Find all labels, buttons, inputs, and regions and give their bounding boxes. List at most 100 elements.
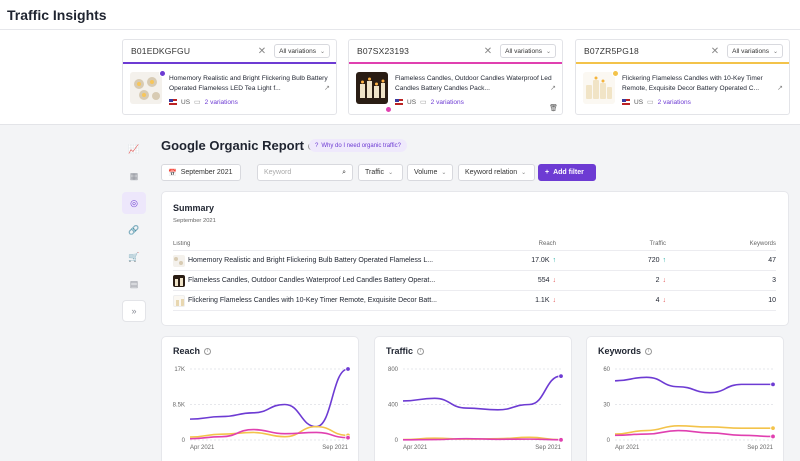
table-row[interactable]: Homemory Realistic and Bright Flickering… xyxy=(173,251,776,271)
summary-panel: Summary September 2021 Listing Reach Tra… xyxy=(161,191,789,326)
chevron-down-icon: ⌄ xyxy=(545,48,551,55)
sidebar-item-pages[interactable]: ▤ xyxy=(122,273,146,295)
clear-icon[interactable]: ✕ xyxy=(257,45,267,57)
color-marker xyxy=(612,70,619,77)
asin-input[interactable]: B01EDKGFGU xyxy=(131,46,191,56)
asin-input[interactable]: B07SX23193 xyxy=(357,46,410,56)
variations-link[interactable]: 2 variations xyxy=(430,98,464,106)
listing-name: Homemory Realistic and Bright Flickering… xyxy=(188,257,434,264)
variation-select[interactable]: All variations ⌄ xyxy=(500,44,556,58)
add-filter-button[interactable]: + Add filter xyxy=(538,164,596,181)
volume-filter[interactable]: Volume ⌄ xyxy=(407,164,453,181)
table-header: Listing Reach Traffic Keywords xyxy=(173,237,776,251)
x-tick-label: Sep 2021 xyxy=(322,445,348,451)
traffic-value: 2 xyxy=(655,277,660,284)
variation-label: All variations xyxy=(505,47,542,55)
product-card-2[interactable]: B07SX23193 ✕ All variations ⌄ Flameless C… xyxy=(348,39,563,115)
date-value: September 2021 xyxy=(180,169,233,176)
traffic-filter[interactable]: Traffic ⌄ xyxy=(358,164,403,181)
series-line-2 xyxy=(614,424,773,435)
keyword-relation-filter[interactable]: Keyword relation ⌄ xyxy=(458,164,535,181)
arrow-up-icon: ↑ xyxy=(552,257,557,264)
country-label: US xyxy=(181,98,191,106)
table-row[interactable]: Flickering Flameless Candles with 10-Key… xyxy=(173,291,776,311)
traffic-chart: 800 400 0 Apr 2021 Sep 2021 xyxy=(388,367,564,451)
sidebar-item-organic[interactable]: ◎ xyxy=(122,192,146,214)
sidebar-item-trends[interactable]: 📈 xyxy=(122,138,146,160)
sidebar-expand-button[interactable]: » xyxy=(122,300,146,322)
chart-title: Traffic xyxy=(386,346,414,356)
y-tick-label: 800 xyxy=(388,367,399,373)
volume-filter-label: Volume xyxy=(414,169,438,176)
info-icon[interactable]: i xyxy=(204,347,212,355)
info-icon[interactable]: i xyxy=(645,347,653,355)
series-line-1 xyxy=(189,368,349,428)
folder-icon: ▭ xyxy=(194,99,201,106)
keyword-input[interactable]: Keyword ⌕ xyxy=(257,164,353,181)
chart-title: Reach xyxy=(173,346,201,356)
summary-subtitle: September 2021 xyxy=(173,218,216,224)
product-name: Flickering Flameless Candles with 10-Key… xyxy=(622,75,763,92)
us-flag-icon xyxy=(169,99,177,105)
arrow-down-icon: ↓ xyxy=(552,297,557,304)
double-chevron-right-icon: » xyxy=(131,306,137,316)
product-card-3[interactable]: B07ZR5PG18 ✕ All variations ⌄ Flickering … xyxy=(575,39,790,115)
us-flag-icon xyxy=(395,99,403,105)
arrow-down-icon: ↓ xyxy=(552,277,557,284)
search-icon[interactable]: ⌕ xyxy=(342,168,346,176)
folder-icon: ▭ xyxy=(420,99,427,106)
sidebar-item-dashboard[interactable]: ▦ xyxy=(122,165,146,187)
product-card-header: B01EDKGFGU ✕ All variations ⌄ xyxy=(123,40,336,64)
external-link-icon[interactable]: ↗ xyxy=(777,85,783,92)
clear-icon[interactable]: ✕ xyxy=(710,45,720,57)
y-tick-label: 60 xyxy=(603,367,610,373)
listing-name: Flickering Flameless Candles with 10-Key… xyxy=(188,297,437,304)
date-picker[interactable]: 📅 September 2021 xyxy=(161,164,241,181)
series-line-3 xyxy=(402,437,562,441)
info-icon[interactable]: i xyxy=(417,347,425,355)
column-traffic: Traffic xyxy=(649,240,666,247)
sidebar-item-cart[interactable]: 🛒 xyxy=(122,246,146,268)
product-thumbnail xyxy=(583,72,615,104)
series-line-1 xyxy=(614,376,773,394)
search-chart-icon: ◎ xyxy=(130,197,138,208)
clear-icon[interactable]: ✕ xyxy=(483,45,493,57)
column-reach: Reach xyxy=(538,240,556,247)
series-end-point-1 xyxy=(558,373,564,379)
x-tick-label: Sep 2021 xyxy=(747,445,773,451)
traffic-value: 720 xyxy=(647,257,660,264)
external-link-icon[interactable]: ↗ xyxy=(550,85,556,92)
external-link-icon[interactable]: ↗ xyxy=(324,85,330,92)
filter-bar: 📅 September 2021 Keyword ⌕ Traffic ⌄ Volu… xyxy=(161,164,800,181)
keywords-chart-card: Keywords i 60 30 0 Apr 2021 Sep 2021 xyxy=(586,336,784,461)
product-card-1[interactable]: B01EDKGFGU ✕ All variations ⌄ Homemory Re… xyxy=(122,39,337,115)
x-tick-label: Apr 2021 xyxy=(403,445,428,451)
arrow-down-icon: ↓ xyxy=(662,297,667,304)
color-marker xyxy=(159,70,166,77)
why-organic-link[interactable]: ? Why do I need organic traffic? xyxy=(309,139,407,152)
series-end-point-1 xyxy=(345,366,351,372)
table-row[interactable]: Flameless Candles, Outdoor Candles Water… xyxy=(173,271,776,291)
keywords-chart: 60 30 0 Apr 2021 Sep 2021 xyxy=(603,367,776,451)
variations-link[interactable]: 2 variations xyxy=(204,98,238,106)
product-thumbnail xyxy=(173,254,185,267)
variations-link[interactable]: 2 variations xyxy=(657,98,691,106)
summary-table: Listing Reach Traffic Keywords Homemory … xyxy=(173,237,776,311)
sidebar-item-links[interactable]: 🔗 xyxy=(122,219,146,241)
product-card-header: B07SX23193 ✕ All variations ⌄ xyxy=(349,40,562,64)
summary-title: Summary xyxy=(173,203,215,213)
chevron-down-icon: ⌄ xyxy=(521,170,527,176)
keyword-relation-label: Keyword relation xyxy=(465,169,518,176)
x-tick-label: Apr 2021 xyxy=(190,445,215,451)
variation-select[interactable]: All variations ⌄ xyxy=(274,44,330,58)
why-organic-label: Why do I need organic traffic? xyxy=(321,142,401,149)
top-bar: Traffic Insights xyxy=(0,0,800,30)
variation-select[interactable]: All variations ⌄ xyxy=(727,44,783,58)
app-title: Traffic Insights xyxy=(7,7,107,23)
series-end-point-3 xyxy=(345,434,351,441)
product-card-header: B07ZR5PG18 ✕ All variations ⌄ xyxy=(576,40,789,64)
product-compare-bar: B01EDKGFGU ✕ All variations ⌄ Homemory Re… xyxy=(0,30,800,125)
series-line-1 xyxy=(402,375,562,411)
asin-input[interactable]: B07ZR5PG18 xyxy=(584,46,639,56)
trash-icon[interactable]: 🗑 xyxy=(549,105,558,112)
